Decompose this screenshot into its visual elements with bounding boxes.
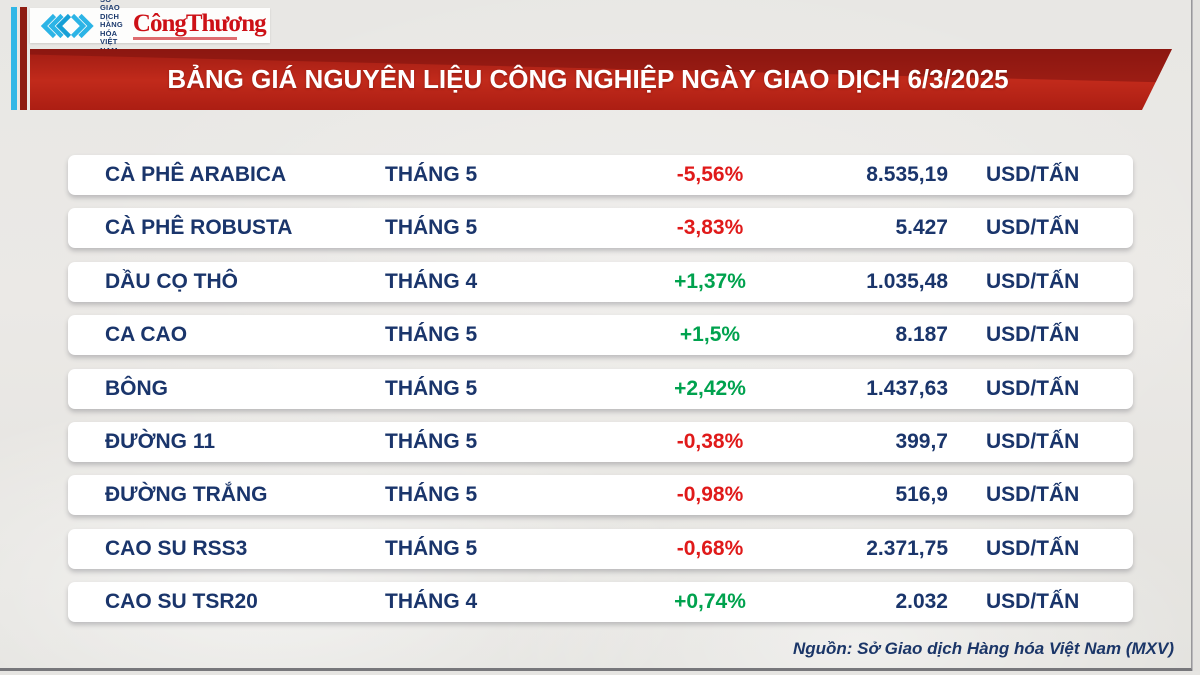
accent-stripe-cyan xyxy=(11,7,17,110)
price-unit: USD/TẤN xyxy=(986,216,1080,240)
card-right-edge xyxy=(1192,0,1200,675)
title-banner: BẢNG GIÁ NGUYÊN LIỆU CÔNG NGHIỆP NGÀY GI… xyxy=(30,49,1172,110)
percent-change: -0,98% xyxy=(676,483,744,507)
contract-month: THÁNG 4 xyxy=(385,590,478,614)
mxv-org-name: SỞ GIAO DỊCH HÀNG HÓA VIỆT NAM xyxy=(100,0,123,54)
table-row: ĐƯỜNG TRẮNG THÁNG 5 -0,98% 516,9 USD/TẤN xyxy=(68,475,1133,516)
mxv-diamond-chevrons-icon xyxy=(40,13,94,38)
contract-month: THÁNG 5 xyxy=(385,536,478,560)
table-row: CÀ PHÊ ROBUSTA THÁNG 5 -3,83% 5.427 USD/TẤN xyxy=(68,208,1133,249)
page-title: BẢNG GIÁ NGUYÊN LIỆU CÔNG NGHIỆP NGÀY GI… xyxy=(167,64,1009,94)
contract-month: THÁNG 5 xyxy=(385,216,478,240)
price-value: 399,7 xyxy=(895,429,948,453)
price-value: 8.187 xyxy=(895,323,948,347)
commodity-name: DẦU CỌ THÔ xyxy=(105,269,238,293)
price-unit: USD/TẤN xyxy=(986,376,1080,400)
commodity-name: CAO SU RSS3 xyxy=(105,536,248,560)
contract-month: THÁNG 5 xyxy=(385,163,478,186)
table-row: CAO SU RSS3 THÁNG 5 -0,68% 2.371,75 USD/TẤN xyxy=(68,528,1133,569)
commodity-name: CAO SU TSR20 xyxy=(105,590,258,614)
price-value: 2.032 xyxy=(895,590,948,614)
percent-change: +0,74% xyxy=(674,590,746,614)
price-value: 516,9 xyxy=(895,483,948,507)
price-unit: USD/TẤN xyxy=(986,163,1080,186)
contract-month: THÁNG 5 xyxy=(385,429,478,453)
congthuong-logo: CôngThương xyxy=(132,9,267,40)
price-value: 1.437,63 xyxy=(866,376,948,400)
table-row: DẦU CỌ THÔ THÁNG 4 +1,37% 1.035,48 USD/TẤN xyxy=(68,261,1133,302)
price-unit: USD/TẤN xyxy=(986,536,1080,560)
contract-month: THÁNG 5 xyxy=(385,376,478,400)
percent-change: -0,38% xyxy=(676,429,744,453)
price-value: 1.035,48 xyxy=(866,269,948,293)
commodity-name: CÀ PHÊ ARABICA xyxy=(105,163,287,186)
price-unit: USD/TẤN xyxy=(986,590,1080,614)
contract-month: THÁNG 5 xyxy=(385,323,478,347)
commodity-name: ĐƯỜNG TRẮNG xyxy=(105,483,268,507)
price-value: 8.535,19 xyxy=(866,163,948,186)
source-note: Nguồn: Sở Giao dịch Hàng hóa Việt Nam (M… xyxy=(792,639,1174,658)
congthuong-tagline-strip xyxy=(132,36,237,40)
percent-change: -5,56% xyxy=(676,163,744,186)
contract-month: THÁNG 5 xyxy=(385,483,478,507)
table-row: BÔNG THÁNG 5 +2,42% 1.437,63 USD/TẤN xyxy=(68,368,1133,409)
price-unit: USD/TẤN xyxy=(986,429,1080,453)
congthuong-wordmark: CôngThương xyxy=(132,9,267,37)
price-value: 5.427 xyxy=(895,216,948,240)
commodity-name: ĐƯỜNG 11 xyxy=(105,429,216,453)
price-value: 2.371,75 xyxy=(866,536,948,560)
price-unit: USD/TẤN xyxy=(986,269,1080,293)
table-row: CÀ PHÊ ARABICA THÁNG 5 -5,56% 8.535,19 USD/T… xyxy=(68,155,1133,195)
price-table: CÀ PHÊ ARABICA THÁNG 5 -5,56% 8.535,19 USD/T… xyxy=(68,155,1133,636)
contract-month: THÁNG 4 xyxy=(385,269,478,293)
price-unit: USD/TẤN xyxy=(986,323,1080,347)
commodity-name: CA CAO xyxy=(105,323,188,347)
percent-change: +2,42% xyxy=(674,376,746,400)
commodity-name: CÀ PHÊ ROBUSTA xyxy=(105,216,293,240)
logo-box: SỞ GIAO DỊCH HÀNG HÓA VIỆT NAM CôngThươn… xyxy=(30,0,270,54)
percent-change: +1,5% xyxy=(679,323,741,347)
commodity-name: BÔNG xyxy=(105,376,168,400)
table-row: CAO SU TSR20 THÁNG 4 +0,74% 2.032 USD/TẤN xyxy=(68,582,1133,623)
percent-change: +1,37% xyxy=(674,269,746,293)
accent-stripe-maroon xyxy=(20,7,27,110)
table-row: CA CAO THÁNG 5 +1,5% 8.187 USD/TẤN xyxy=(68,315,1133,356)
percent-change: -3,83% xyxy=(676,216,744,240)
price-unit: USD/TẤN xyxy=(986,483,1080,507)
table-row: ĐƯỜNG 11 THÁNG 5 -0,38% 399,7 USD/TẤN xyxy=(68,421,1133,462)
card-bottom-edge xyxy=(0,671,1200,675)
percent-change: -0,68% xyxy=(676,536,744,560)
